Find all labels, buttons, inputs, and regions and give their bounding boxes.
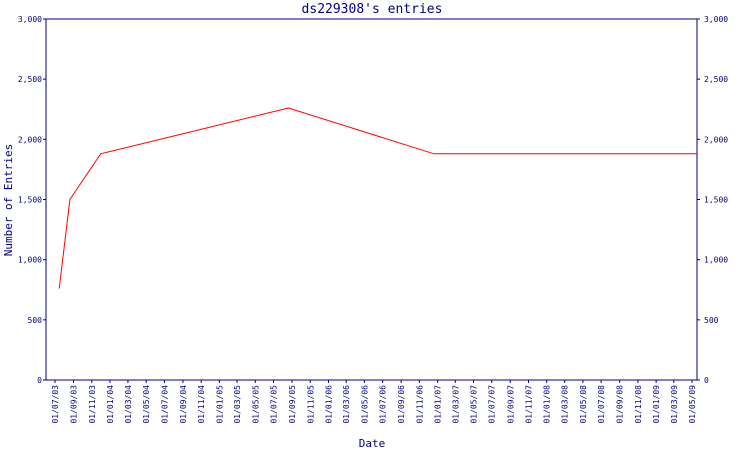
y-axis-title: Number of Entries xyxy=(2,144,15,257)
y-tick-label-right: 0 xyxy=(704,376,709,385)
x-tick-label: 01/05/09 xyxy=(688,385,697,424)
y-tick-label-right: 1,000 xyxy=(704,256,728,265)
x-tick-label: 01/05/06 xyxy=(360,385,369,424)
x-axis-title: Date xyxy=(359,437,386,450)
x-tick-label: 01/07/03 xyxy=(51,385,60,424)
y-tick-label-left: 0 xyxy=(37,376,42,385)
y-tick-label-left: 1,000 xyxy=(18,256,42,265)
x-tick-label: 01/09/04 xyxy=(179,385,188,424)
plot-area-frame xyxy=(45,18,698,381)
y-tick-label-right: 2,000 xyxy=(704,135,728,144)
x-tick-label: 01/03/07 xyxy=(451,385,460,424)
x-tick-label: 01/01/07 xyxy=(434,385,443,424)
x-tick-label: 01/01/06 xyxy=(325,385,334,424)
x-tick-label: 01/09/05 xyxy=(288,385,297,424)
x-tick-label: 01/09/03 xyxy=(70,385,79,424)
x-tick-label: 01/11/04 xyxy=(197,385,206,424)
x-tick-label: 01/09/07 xyxy=(506,385,515,424)
y-tick-label-right: 2,500 xyxy=(704,75,728,84)
x-tick-label: 01/05/08 xyxy=(579,385,588,424)
x-tick-label: 01/11/07 xyxy=(524,385,533,424)
x-axis: 01/07/03 01/09/03 01/11/03 01/01/04 01/03/04… xyxy=(51,380,697,424)
y-tick-label-left: 3,000 xyxy=(18,15,42,24)
x-tick-label: 01/09/06 xyxy=(397,385,406,424)
x-tick-label: 01/05/04 xyxy=(142,385,151,424)
x-tick-label: 01/01/04 xyxy=(106,385,115,424)
x-tick-label: 01/07/08 xyxy=(597,385,606,424)
x-tick-label: 01/07/04 xyxy=(160,385,169,424)
x-tick-label: 01/11/06 xyxy=(415,385,424,424)
x-tick-label: 01/03/05 xyxy=(233,385,242,424)
y-tick-label-right: 3,000 xyxy=(704,15,728,24)
y-axis-right: 0 500 1,000 1,500 2,000 2,500 3,000 xyxy=(697,15,728,385)
y-tick-label-left: 2,500 xyxy=(18,75,42,84)
x-tick-label: 01/07/06 xyxy=(379,385,388,424)
x-tick-label: 01/05/05 xyxy=(251,385,260,424)
x-tick-label: 01/03/06 xyxy=(342,385,351,424)
x-tick-label: 01/11/03 xyxy=(88,385,97,424)
x-tick-label: 01/01/09 xyxy=(652,385,661,424)
y-axis-left: 0 500 1,000 1,500 2,000 2,500 3,000 xyxy=(18,15,46,385)
x-tick-label: 01/07/07 xyxy=(488,385,497,424)
x-tick-label: 01/01/08 xyxy=(543,385,552,424)
x-tick-label: 01/03/09 xyxy=(670,385,679,424)
x-tick-label: 01/01/05 xyxy=(215,385,224,424)
x-tick-label: 01/03/04 xyxy=(124,385,133,424)
series-line xyxy=(58,107,698,289)
chart-title: ds229308's entries xyxy=(302,2,443,17)
y-tick-label-left: 500 xyxy=(28,316,43,325)
y-tick-label-right: 1,500 xyxy=(704,196,728,205)
y-tick-label-left: 1,500 xyxy=(18,196,42,205)
x-tick-label: 01/05/07 xyxy=(469,385,478,424)
x-tick-label: 01/03/08 xyxy=(561,385,570,424)
x-tick-label: 01/07/05 xyxy=(270,385,279,424)
x-tick-label: 01/11/08 xyxy=(634,385,643,424)
y-tick-label-right: 500 xyxy=(704,316,719,325)
x-tick-label: 01/09/08 xyxy=(616,385,625,424)
x-tick-label: 01/11/05 xyxy=(306,385,315,424)
y-tick-label-left: 2,000 xyxy=(18,135,42,144)
